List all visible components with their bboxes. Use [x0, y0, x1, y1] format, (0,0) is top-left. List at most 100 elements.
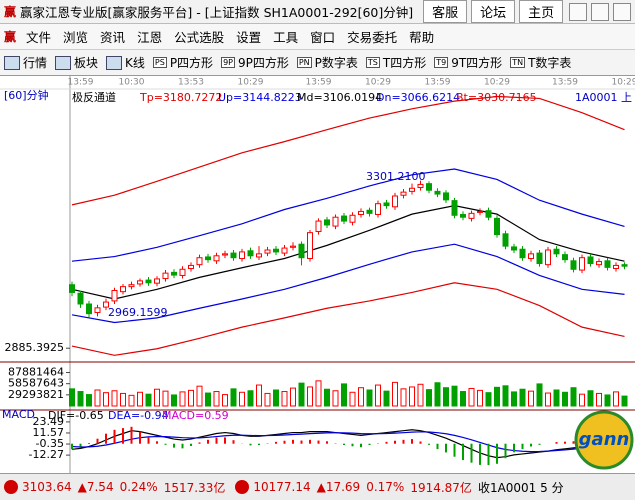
top-button[interactable]: 主页 [519, 0, 564, 23]
volume-bar [426, 389, 432, 407]
menu-item[interactable]: 江恩 [137, 30, 163, 45]
close-button[interactable] [613, 2, 631, 21]
candle-body [485, 210, 492, 218]
status-pct: 0.24% [119, 480, 158, 494]
candle-body [273, 248, 279, 253]
tool-label: K线 [125, 56, 145, 70]
volume-bar [324, 388, 330, 407]
band-line [71, 282, 625, 356]
candle-body [239, 251, 245, 259]
tool-button[interactable]: TN T数字表 [510, 54, 571, 71]
status-price: 3103.64 [22, 480, 72, 494]
tool-label: T数字表 [528, 56, 572, 70]
band-line [71, 95, 625, 206]
time-label: 13:59 [552, 78, 578, 88]
candle-body [154, 278, 160, 284]
menu-item[interactable]: 资讯 [100, 30, 126, 45]
candle-body [545, 249, 551, 266]
macd-line [71, 429, 625, 459]
toolbar: 行情 板块 K线 PS P四方形 9P 9P四方形 PN P数字表 TS T四方形 T9 9T四方形 TN… [0, 50, 635, 76]
volume-bar [103, 392, 109, 407]
top-button[interactable]: 论坛 [471, 0, 516, 23]
volume-bar [383, 390, 390, 407]
candle-body [94, 307, 101, 313]
menu-item[interactable]: 公式选股 [174, 30, 225, 45]
menu-item[interactable]: 窗口 [310, 30, 336, 45]
tool-button[interactable]: PS P四方形 [152, 54, 214, 71]
status-amount: 1517.33亿 [163, 480, 226, 495]
candle-body [120, 286, 126, 293]
candle-body [400, 191, 407, 196]
candle-body [247, 250, 254, 257]
volume-bar [409, 386, 415, 407]
volume-bar [256, 384, 262, 407]
status-amount: 1914.87亿 [410, 480, 472, 495]
band-line [71, 168, 625, 262]
candle-body [468, 212, 475, 219]
time-label: 10:29 [484, 78, 510, 88]
candle-body [315, 220, 322, 232]
menu-item[interactable]: 交易委托 [347, 30, 398, 45]
legend-entry: Dn=3066.6214 [376, 91, 460, 104]
volume-bar [587, 390, 594, 407]
menu-item[interactable]: 设置 [236, 30, 262, 45]
tool-button[interactable]: K线 [106, 54, 145, 71]
candle-body [511, 246, 517, 251]
candle-body [443, 192, 449, 201]
legend-entry: DEA=-0.94 [108, 409, 169, 422]
volume-bar [502, 385, 509, 407]
time-label: 10:29 [238, 78, 264, 88]
candle-body [502, 233, 509, 247]
tool-label: P四方形 [169, 56, 214, 70]
candle-body [553, 248, 560, 255]
volume-bar [570, 387, 577, 407]
candle-body [392, 195, 398, 208]
logo-text: gann [579, 429, 630, 450]
candle-body [426, 183, 432, 191]
volume-bar [273, 389, 279, 407]
volume-bar [222, 394, 228, 407]
volume-bar [298, 382, 305, 407]
candle-body [349, 214, 356, 223]
tool-button[interactable]: 行情 [4, 54, 47, 71]
volume-bar [162, 390, 169, 407]
candle-body [162, 272, 169, 280]
candle-body [69, 284, 75, 293]
volume-bar [179, 391, 186, 407]
top-button[interactable]: 客服 [423, 0, 468, 23]
menu-item[interactable]: 文件 [26, 30, 52, 45]
candle-body [596, 261, 602, 266]
minimize-button[interactable] [569, 2, 587, 21]
menu-item[interactable]: 帮助 [409, 30, 435, 45]
volume-bar [562, 391, 568, 407]
y-tick-label: 2885.3925 [5, 341, 65, 354]
menu-item[interactable]: 工具 [273, 30, 299, 45]
tool-icon [106, 55, 123, 70]
candle-body [332, 216, 339, 227]
candle-body [230, 252, 237, 259]
y-tick-label: -0.35 [36, 437, 64, 450]
volume-bar [477, 389, 483, 407]
tool-badge: PN [296, 57, 312, 68]
tool-button[interactable]: 板块 [55, 54, 98, 71]
maximize-button[interactable] [591, 2, 609, 21]
volume-bar [341, 383, 347, 407]
volume-bar [443, 387, 449, 407]
tool-button[interactable]: 9P 9P四方形 [221, 54, 289, 71]
menu-item[interactable]: 浏览 [63, 30, 89, 45]
tool-badge: PS [152, 57, 167, 68]
legend-entry: MACD=0.59 [162, 409, 229, 422]
tool-button[interactable]: T9 9T四方形 [434, 54, 502, 71]
volume-bar [485, 392, 492, 407]
candle-body [298, 243, 305, 259]
tool-button[interactable]: TS T四方形 [365, 54, 426, 71]
tool-button[interactable]: PN P数字表 [296, 54, 358, 71]
y-tick-label: -12.27 [29, 448, 64, 461]
candle-body [366, 209, 373, 214]
candle-body [383, 202, 390, 207]
candle-body [613, 264, 619, 270]
y-tick-label: 87881464 [8, 366, 64, 379]
volume-bar [307, 386, 313, 407]
legend-entry: Md=3106.0194 [297, 91, 382, 104]
